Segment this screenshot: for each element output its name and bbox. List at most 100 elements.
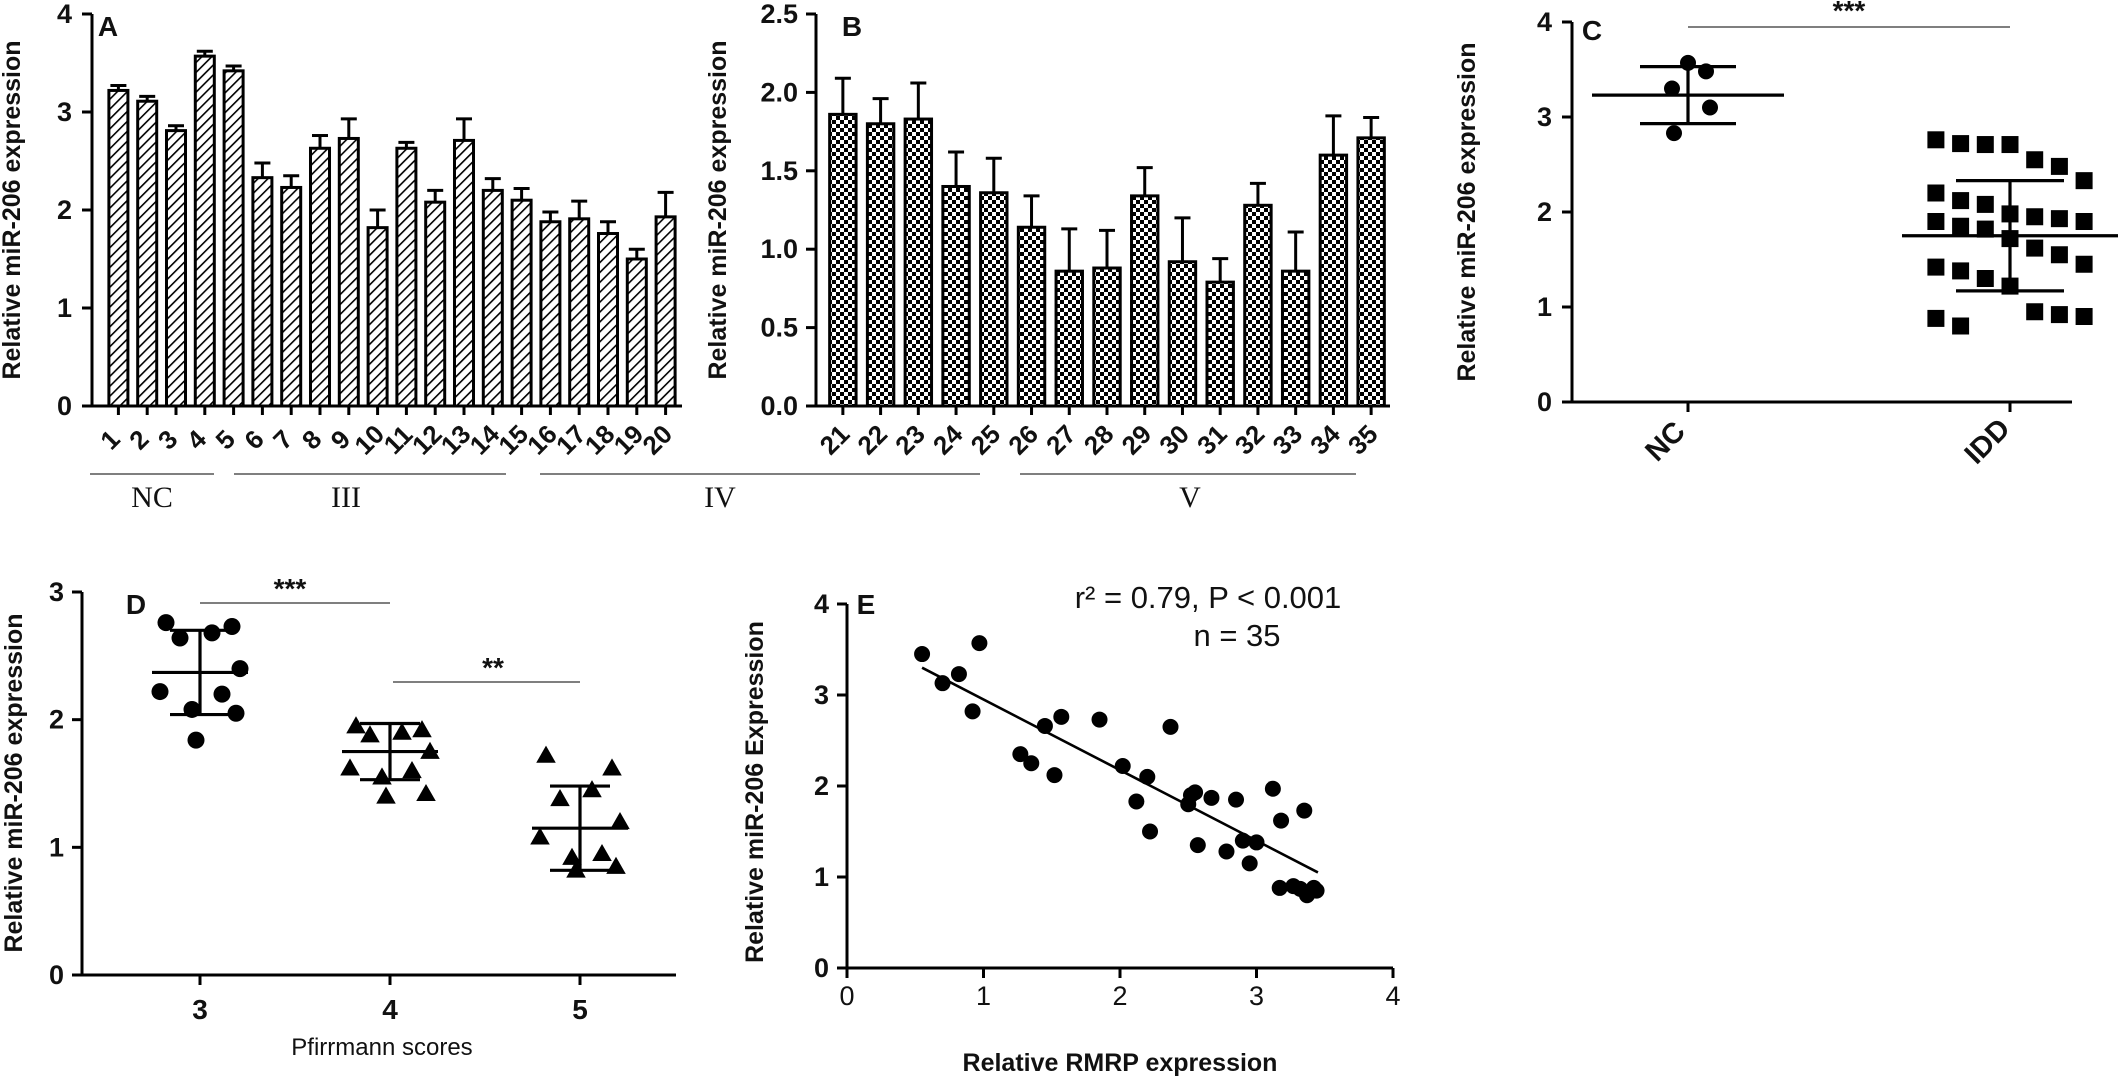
x-tick-label: 5 [572,994,588,1025]
bar [395,146,418,408]
x-tick-label: 26 [1002,419,1044,461]
bar [625,257,648,408]
y-tick-label: 3 [1537,102,1552,132]
data-point [2075,213,2093,230]
bar [107,88,130,408]
panel-letter: C [1582,15,1602,46]
bar [979,191,1009,408]
data-point [2026,151,2044,169]
bar [1167,260,1198,408]
bar [424,200,447,408]
data-point [171,629,189,647]
data-point [1248,834,1265,851]
data-point [1927,309,1945,327]
y-tick-label: 2.0 [760,77,798,107]
bar [136,99,159,408]
y-tick-label: 4 [57,0,72,29]
stat-r2: r² = 0.79, P < 0.001 [1075,580,1342,615]
y-tick-label: 2 [1537,197,1552,227]
x-tick-label: 22 [851,419,893,461]
x-tick-label: 24 [927,418,969,460]
data-point [1927,213,1945,230]
data-point [412,720,432,738]
x-tick-label: 4 [382,994,398,1025]
data-point [2075,255,2093,273]
y-tick-label: 0.0 [760,391,798,421]
y-axis-title: Relative miR-206 expression [0,40,26,379]
bar [308,146,332,408]
data-point [1702,99,1718,116]
data-point [157,614,175,632]
data-point [1189,837,1206,854]
y-tick-label: 2 [57,195,72,225]
y-tick-label: 1 [49,832,64,862]
data-point [971,635,988,652]
x-tick-label: 27 [1040,419,1082,461]
x-tick-label: 6 [238,424,269,455]
y-tick-label: 0.5 [760,313,798,343]
bar [539,220,562,408]
y-tick-label: 4 [814,589,829,619]
x-tick-label: 32 [1229,419,1271,461]
data-point [1976,220,1994,238]
bar [828,112,858,408]
data-point [1927,258,1945,276]
data-point [536,745,556,763]
data-point [416,783,436,802]
data-point [340,758,360,776]
y-tick-label: 1.0 [760,234,798,264]
y-tick-label: 3 [814,680,829,710]
data-point [1128,793,1145,810]
data-point [1976,195,1994,213]
x-tick-label: 3 [1249,981,1264,1011]
bar [941,184,971,408]
data-point [582,780,602,798]
data-point [1036,717,1053,734]
x-tick-label: 7 [267,424,298,455]
x-tick-label: 30 [1153,419,1195,461]
data-point [934,675,951,692]
data-point [562,847,582,865]
data-point [1114,757,1131,774]
significance-label: ** [482,652,504,683]
data-point [392,722,412,740]
group-label: IV [704,481,736,514]
bar [193,54,216,408]
data-point [1271,879,1288,896]
x-tick-label: 29 [1116,419,1158,461]
x-tick-label: 35 [1342,419,1384,461]
bar [337,136,360,408]
y-tick-label: 1 [1537,292,1552,322]
data-point [1234,832,1251,849]
data-point [1187,784,1204,801]
y-tick-label: 0 [814,953,829,983]
x-axis-title: Relative RMRP expression [963,1049,1278,1077]
data-point [346,716,366,734]
panel-d: 0 1 2 3 Relative miR-206 expression D Pfirrman… [0,573,676,1061]
data-point [2050,306,2068,324]
x-tick-label: 34 [1304,418,1346,460]
bar [366,226,389,408]
bar [1205,280,1235,408]
bar [251,176,274,408]
x-tick-label: 0 [839,981,854,1011]
bar [1130,194,1160,408]
panel-e: 0 1 2 3 4 0 1 2 3 4 Relative miR-206 Expression Rel… [741,580,1401,1077]
data-point [2050,246,2068,264]
bar [865,122,896,408]
y-tick-label: 4 [1537,7,1552,37]
data-point [1012,746,1029,763]
x-tick-label: IDD [1959,413,2017,471]
x-tick-label: 2 [123,424,154,455]
bar [1318,153,1349,408]
data-point [151,683,169,701]
data-point [530,827,550,845]
data-point [223,617,241,635]
x-tick-label: 25 [965,419,1007,461]
panel-c: 0 1 2 3 4 Relative miR-206 expression C NC IDD **… [1453,0,2118,471]
data-point [1142,823,1159,840]
data-point [1664,80,1680,97]
data-point [2026,303,2044,321]
y-tick-label: 0 [1537,387,1552,417]
x-tick-label: NC [1640,415,1692,467]
